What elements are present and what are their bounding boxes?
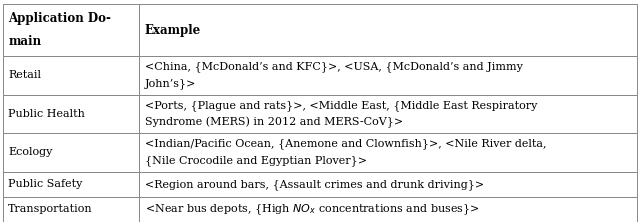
Text: John’s}>: John’s}> xyxy=(145,79,196,89)
Bar xyxy=(140,95,637,133)
Bar xyxy=(3,4,140,56)
Bar xyxy=(140,133,637,172)
Text: <Near bus depots, {High $\mathit{NO}_{x}$ concentrations and buses}>: <Near bus depots, {High $\mathit{NO}_{x}… xyxy=(145,202,479,217)
Bar xyxy=(3,172,140,197)
Text: <Region around bars, {Assault crimes and drunk driving}>: <Region around bars, {Assault crimes and… xyxy=(145,179,484,190)
Text: Example: Example xyxy=(145,24,201,37)
Bar xyxy=(3,133,140,172)
Bar xyxy=(3,95,140,133)
Text: Transportation: Transportation xyxy=(8,204,93,214)
Bar xyxy=(140,197,637,222)
Text: Retail: Retail xyxy=(8,70,42,80)
Bar xyxy=(140,4,637,56)
Text: <China, {McDonald’s and KFC}>, <USA, {McDonald’s and Jimmy: <China, {McDonald’s and KFC}>, <USA, {Mc… xyxy=(145,61,522,72)
Text: Public Health: Public Health xyxy=(8,109,85,119)
Bar xyxy=(140,56,637,95)
Text: {Nile Crocodile and Egyptian Plover}>: {Nile Crocodile and Egyptian Plover}> xyxy=(145,155,367,166)
Text: Application Do-: Application Do- xyxy=(8,12,111,26)
Text: <Indian/Pacific Ocean, {Anemone and Clownfish}>, <Nile River delta,: <Indian/Pacific Ocean, {Anemone and Clow… xyxy=(145,139,546,149)
Text: Public Safety: Public Safety xyxy=(8,179,83,189)
Text: Ecology: Ecology xyxy=(8,147,52,157)
Text: main: main xyxy=(8,35,42,48)
Bar xyxy=(3,56,140,95)
Bar xyxy=(140,172,637,197)
Text: <Ports, {Plague and rats}>, <Middle East, {Middle East Respiratory: <Ports, {Plague and rats}>, <Middle East… xyxy=(145,100,537,111)
Text: Syndrome (MERS) in 2012 and MERS-CoV}>: Syndrome (MERS) in 2012 and MERS-CoV}> xyxy=(145,117,403,128)
Bar xyxy=(3,197,140,222)
